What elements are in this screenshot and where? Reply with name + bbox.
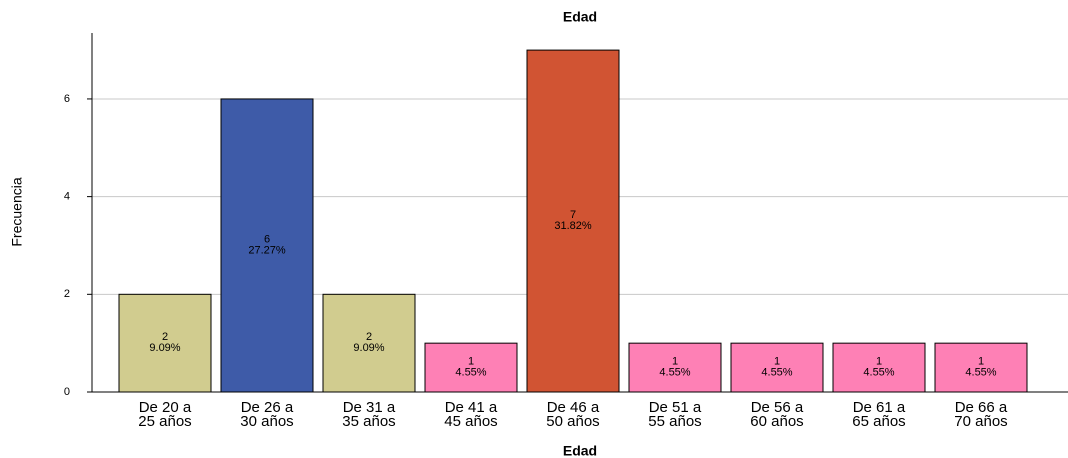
percent-label: 4.55%: [863, 366, 894, 378]
chart-title: Edad: [563, 9, 597, 25]
x-tick-label: De 41 a: [445, 399, 498, 416]
data-label: 1: [672, 355, 678, 367]
data-label: 2: [162, 331, 168, 343]
x-tick-label: De 46 a: [547, 399, 600, 416]
percent-label: 4.55%: [761, 366, 792, 378]
percent-label: 4.55%: [659, 366, 690, 378]
y-tick-label: 0: [64, 386, 70, 398]
data-label: 1: [468, 355, 474, 367]
x-tick-label: De 51 a: [649, 399, 702, 416]
bar: [220, 98, 314, 393]
data-label: 2: [366, 331, 372, 343]
x-tick-label: De 26 a: [241, 399, 294, 416]
bar: [934, 342, 1028, 393]
y-tick-label: 2: [64, 288, 70, 300]
y-tick-label: 4: [64, 191, 70, 203]
bar: [118, 293, 212, 393]
bar: [832, 342, 926, 393]
percent-label: 9.09%: [353, 342, 384, 354]
percent-label: 9.09%: [149, 342, 180, 354]
x-tick-label: De 66 a: [955, 399, 1008, 416]
x-tick-label: De 61 a: [853, 399, 906, 416]
bar: [628, 342, 722, 393]
percent-label: 4.55%: [455, 366, 486, 378]
bar: [322, 293, 416, 393]
percent-label: 27.27%: [248, 244, 286, 256]
x-tick-label: De 20 a: [139, 399, 192, 416]
x-tick-label: 70 años: [954, 413, 1007, 430]
x-tick-label: 25 años: [138, 413, 191, 430]
x-tick-label: De 56 a: [751, 399, 804, 416]
bar: [424, 342, 518, 393]
data-label: 7: [570, 209, 576, 221]
x-tick-label: 55 años: [648, 413, 701, 430]
bar: [730, 342, 824, 393]
x-tick-label: De 31 a: [343, 399, 396, 416]
percent-label: 31.82%: [554, 220, 592, 232]
x-tick-label: 35 años: [342, 413, 395, 430]
data-label: 1: [978, 355, 984, 367]
x-tick-label: 30 años: [240, 413, 293, 430]
data-label: 1: [876, 355, 882, 367]
y-tick-label: 6: [64, 93, 70, 105]
data-label: 6: [264, 233, 270, 245]
data-label: 1: [774, 355, 780, 367]
x-tick-label: 60 años: [750, 413, 803, 430]
x-tick-label: 65 años: [852, 413, 905, 430]
x-axis-title: Edad: [563, 443, 597, 458]
x-tick-label: 45 años: [444, 413, 497, 430]
y-axis-title: Frecuencia: [9, 177, 25, 246]
x-tick-label: 50 años: [546, 413, 599, 430]
percent-label: 4.55%: [965, 366, 996, 378]
bar: [526, 49, 620, 393]
